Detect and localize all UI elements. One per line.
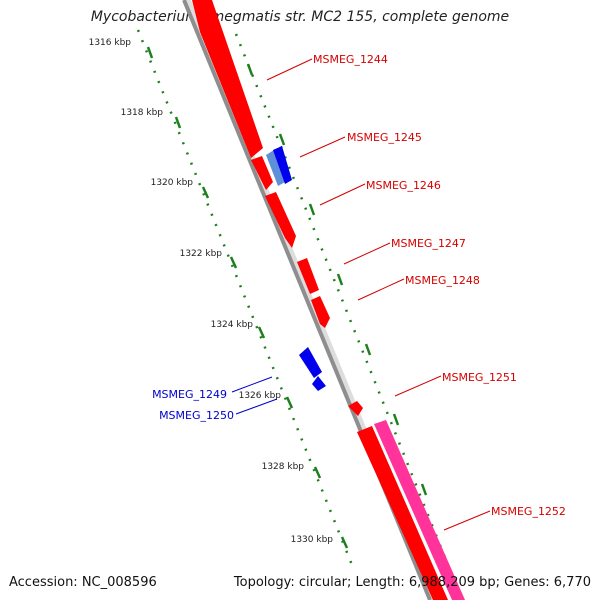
gene-label-msmeg-1246[interactable]: MSMEG_1246 — [366, 179, 441, 192]
gene-block-msmeg-1248b[interactable] — [311, 296, 330, 328]
gene-block-msmeg-1247[interactable] — [265, 192, 296, 248]
outer-major-ticks — [246, 63, 428, 496]
accession-text: Accession: NC_008596 — [9, 575, 157, 590]
gene-block-msmeg-1244[interactable] — [192, 0, 263, 158]
gene-block-msmeg-1246[interactable] — [251, 156, 273, 190]
scale-labels: 1316 kbp 1318 kbp 1320 kbp 1322 kbp 1324… — [89, 38, 334, 545]
inner-major-ticks — [146, 46, 349, 549]
kbp-label: 1328 kbp — [262, 462, 305, 472]
gene-label-msmeg-1249[interactable]: MSMEG_1249 — [152, 388, 227, 401]
gene-block-msmeg-1250[interactable] — [312, 376, 326, 391]
gene-block-msmeg-1251[interactable] — [348, 401, 363, 416]
gene-label-msmeg-1245[interactable]: MSMEG_1245 — [347, 131, 422, 144]
gene-block-msmeg-1252-rna[interactable] — [374, 420, 465, 600]
gene-label-msmeg-1247[interactable]: MSMEG_1247 — [391, 237, 466, 250]
gene-block-msmeg-1249[interactable] — [299, 347, 322, 378]
gene-label-msmeg-1244[interactable]: MSMEG_1244 — [313, 53, 388, 66]
gene-label-msmeg-1252[interactable]: MSMEG_1252 — [491, 505, 566, 518]
kbp-label: 1320 kbp — [151, 178, 194, 188]
gene-labels: MSMEG_1244 MSMEG_1245 MSMEG_1246 MSMEG_1… — [152, 53, 566, 518]
gene-block-msmeg-1245-light[interactable] — [266, 150, 285, 186]
gene-label-msmeg-1248[interactable]: MSMEG_1248 — [405, 274, 480, 287]
gene-block-msmeg-1252[interactable] — [357, 426, 448, 600]
kbp-label: 1316 kbp — [89, 38, 132, 48]
forward-genes — [192, 0, 448, 600]
gene-block-msmeg-1245[interactable] — [273, 146, 292, 184]
kbp-label: 1324 kbp — [211, 320, 254, 330]
outer-tick-track — [234, 33, 448, 561]
kbp-label: 1330 kbp — [291, 535, 334, 545]
kbp-label: 1318 kbp — [121, 108, 164, 118]
genome-summary-text: Topology: circular; Length: 6,988,209 bp… — [233, 575, 591, 590]
kbp-label: 1322 kbp — [180, 249, 223, 259]
label-leaders — [231, 58, 491, 531]
gene-label-msmeg-1250[interactable]: MSMEG_1250 — [159, 409, 234, 422]
gene-label-msmeg-1251[interactable]: MSMEG_1251 — [442, 371, 517, 384]
gene-block-msmeg-1248a[interactable] — [297, 258, 319, 294]
kbp-label: 1326 kbp — [239, 391, 282, 401]
